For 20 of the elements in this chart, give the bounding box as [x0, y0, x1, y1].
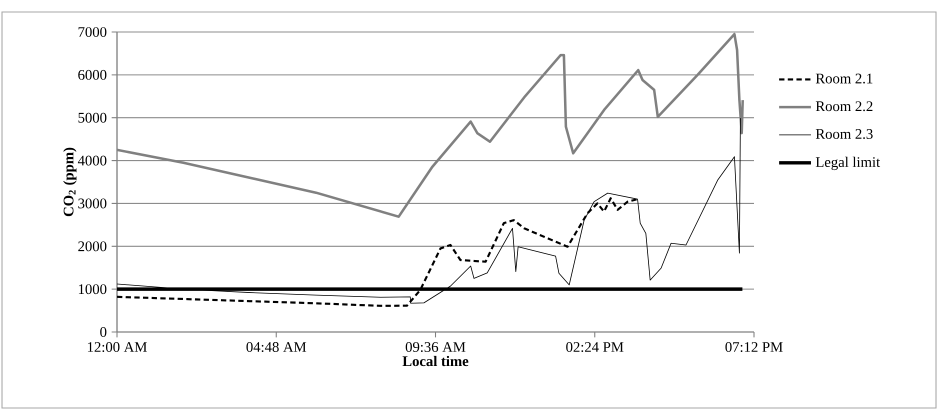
x-tick-label: 02:24 PM [566, 342, 624, 352]
y-tick-label: 4000 [78, 156, 106, 166]
x-axis-title: Local time [402, 356, 468, 366]
y-tick-label: 1000 [78, 284, 106, 294]
x-tick-label: 04:48 AM [246, 342, 306, 352]
y-tick-label: 5000 [78, 112, 106, 123]
x-tick-label: 12:00 AM [88, 342, 147, 352]
y-axis-title: CO$_{2}$ (ppm) [63, 148, 76, 216]
y-tick-label: 3000 [78, 198, 106, 208]
x-tick-label: 09:36 AM [406, 342, 466, 352]
y-tick-label: 0 [100, 327, 106, 337]
y-tick-label: 7000 [78, 27, 106, 37]
legend-label: Room 2.2 [816, 101, 872, 112]
legend-label: Room 2.1 [816, 74, 872, 84]
line-series [117, 118, 741, 304]
legend-label: Room 2.3 [816, 129, 873, 139]
y-tick-label: 6000 [78, 70, 106, 80]
x-tick-label: 07:12 PM [725, 342, 783, 352]
y-tick-label: 2000 [78, 241, 106, 252]
legend-label: Legal limit [816, 156, 880, 170]
